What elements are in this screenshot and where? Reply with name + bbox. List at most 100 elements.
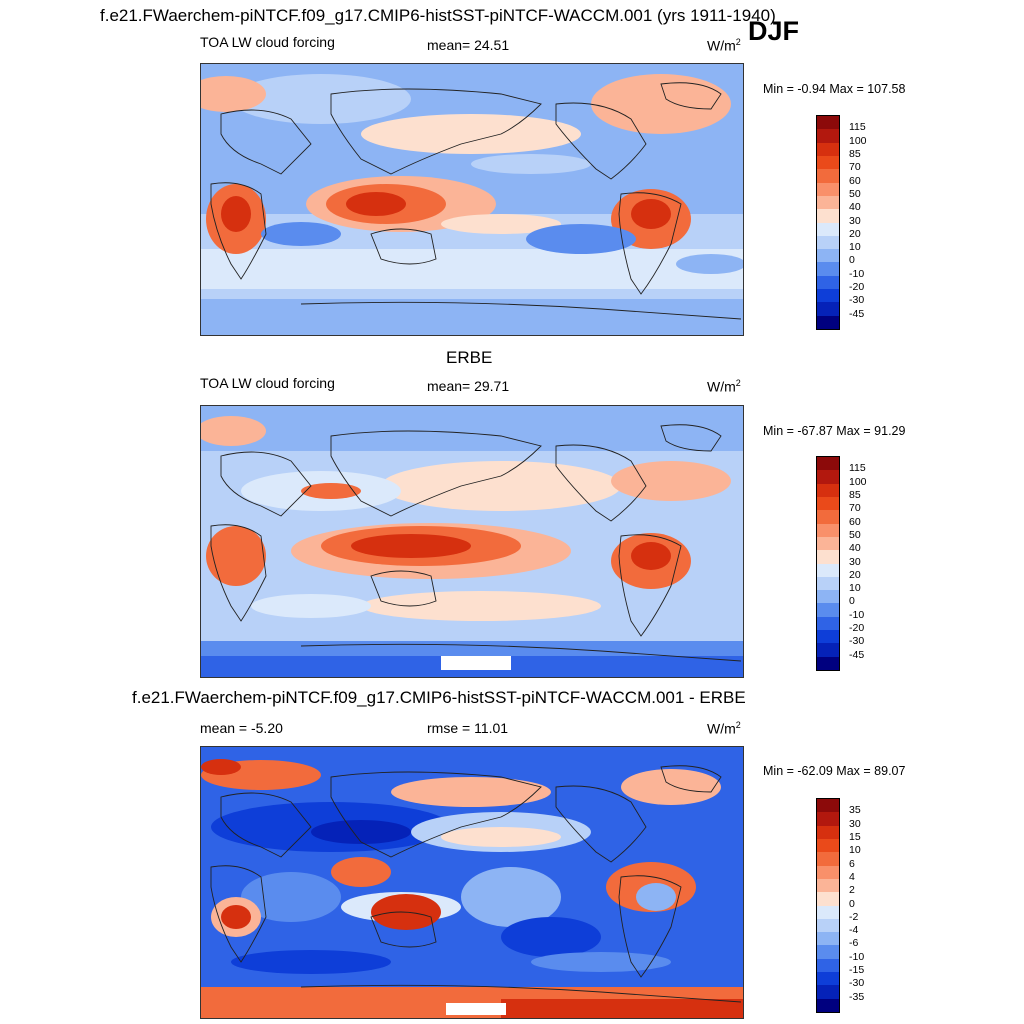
colorbar-swatch: [817, 643, 839, 657]
colorbar-label: -30: [849, 635, 865, 648]
colorbar-swatch: [817, 470, 839, 484]
panel3-map: [200, 746, 744, 1019]
colorbar-label: 40: [849, 201, 861, 214]
colorbar-label: -20: [849, 622, 865, 635]
colorbar-swatch: [817, 656, 839, 670]
colorbar-swatch: [817, 182, 839, 196]
colorbar-swatch: [817, 302, 839, 316]
season-label: DJF: [748, 16, 800, 46]
panel2-map: [200, 405, 744, 678]
colorbar-swatch: [817, 812, 839, 826]
colorbar-label: -10: [849, 608, 865, 621]
colorbar-label: 70: [849, 161, 861, 174]
main-title: f.e21.FWaerchem-piNTCF.f09_g17.CMIP6-his…: [100, 6, 776, 25]
colorbar-swatch: [817, 630, 839, 644]
colorbar-swatch: [817, 905, 839, 919]
panel2-title: ERBE: [446, 348, 493, 367]
colorbar-label: 50: [849, 187, 861, 200]
colorbar-swatch: [817, 457, 839, 471]
colorbar-swatch: [817, 523, 839, 537]
colorbar-swatch: [817, 945, 839, 959]
colorbar-swatch: [817, 563, 839, 577]
colorbar-label: 85: [849, 147, 861, 160]
colorbar-label: 50: [849, 528, 861, 541]
colorbar-swatch: [817, 496, 839, 511]
colorbar-swatch: [817, 865, 839, 879]
colorbar-label: -45: [849, 648, 865, 661]
colorbar-label: 2: [849, 884, 855, 897]
colorbar-swatch: [817, 799, 839, 813]
colorbar-swatch: [817, 129, 839, 143]
colorbar-label: 115: [849, 462, 866, 475]
colorbar-swatch: [817, 262, 839, 276]
colorbar-label: -4: [849, 924, 859, 937]
panel2-units: W/m2: [707, 378, 741, 395]
panel3-title: f.e21.FWaerchem-piNTCF.f09_g17.CMIP6-his…: [132, 688, 746, 707]
colorbar-swatch: [817, 249, 839, 263]
colorbar-swatch: [817, 315, 839, 329]
colorbar-swatch: [817, 825, 839, 839]
colorbar-label: 30: [849, 817, 861, 830]
panel3-minmax: Min = -62.09 Max = 89.07: [763, 764, 906, 778]
colorbar-swatch: [817, 209, 839, 223]
panel1-colorbar: [816, 115, 840, 330]
colorbar-label: -30: [849, 977, 865, 990]
colorbar-swatch: [817, 838, 839, 853]
colorbar-label: 0: [849, 897, 855, 910]
colorbar-swatch: [817, 932, 839, 946]
colorbar-label: -45: [849, 307, 865, 320]
panel1-minmax: Min = -0.94 Max = 107.58: [763, 82, 906, 96]
panel2-mean: mean= 29.71: [427, 378, 510, 394]
colorbar-label: -35: [849, 990, 865, 1003]
colorbar-label: -10: [849, 267, 865, 280]
colorbar-label: 60: [849, 515, 861, 528]
panel1-mean: mean= 24.51: [427, 37, 510, 53]
colorbar-label: 10: [849, 241, 861, 254]
colorbar-label: 60: [849, 174, 861, 187]
colorbar-label: -2: [849, 910, 859, 923]
colorbar-label: 10: [849, 582, 861, 595]
colorbar-swatch: [817, 536, 839, 551]
colorbar-swatch: [817, 892, 839, 906]
colorbar-label: 30: [849, 214, 861, 227]
panel3-units: W/m2: [707, 720, 741, 737]
colorbar-swatch: [817, 155, 839, 170]
colorbar-swatch: [817, 550, 839, 564]
colorbar-label: 40: [849, 542, 861, 555]
colorbar-swatch: [817, 289, 839, 303]
panel1-units: W/m2: [707, 37, 741, 54]
colorbar-swatch: [817, 222, 839, 236]
colorbar-label: 20: [849, 568, 861, 581]
colorbar-swatch: [817, 603, 839, 617]
colorbar-label: -20: [849, 281, 865, 294]
colorbar-swatch: [817, 275, 839, 290]
panel3-rmse: rmse = 11.01: [427, 720, 509, 736]
panel2-colorbar: [816, 456, 840, 671]
colorbar-label: -10: [849, 950, 865, 963]
colorbar-swatch: [817, 972, 839, 986]
colorbar-swatch: [817, 510, 839, 524]
colorbar-swatch: [817, 576, 839, 591]
colorbar-label: 35: [849, 804, 861, 817]
colorbar-label: -15: [849, 964, 865, 977]
colorbar-swatch: [817, 918, 839, 933]
colorbar-label: 0: [849, 254, 855, 267]
colorbar-label: 6: [849, 857, 855, 870]
colorbar-swatch: [817, 195, 839, 210]
colorbar-label: 70: [849, 502, 861, 515]
panel2-variable: TOA LW cloud forcing: [200, 375, 335, 391]
panel1-variable: TOA LW cloud forcing: [200, 34, 335, 50]
colorbar-label: 0: [849, 595, 855, 608]
panel1-map: [200, 63, 744, 336]
colorbar-swatch: [817, 483, 839, 497]
panel2-minmax: Min = -67.87 Max = 91.29: [763, 424, 906, 438]
colorbar-swatch: [817, 169, 839, 183]
colorbar-swatch: [817, 616, 839, 631]
colorbar-label: 30: [849, 555, 861, 568]
colorbar-swatch: [817, 590, 839, 604]
panel3-colorbar: [816, 798, 840, 1013]
colorbar-swatch: [817, 878, 839, 893]
colorbar-swatch: [817, 852, 839, 866]
colorbar-swatch: [817, 985, 839, 999]
colorbar-label: 4: [849, 870, 855, 883]
